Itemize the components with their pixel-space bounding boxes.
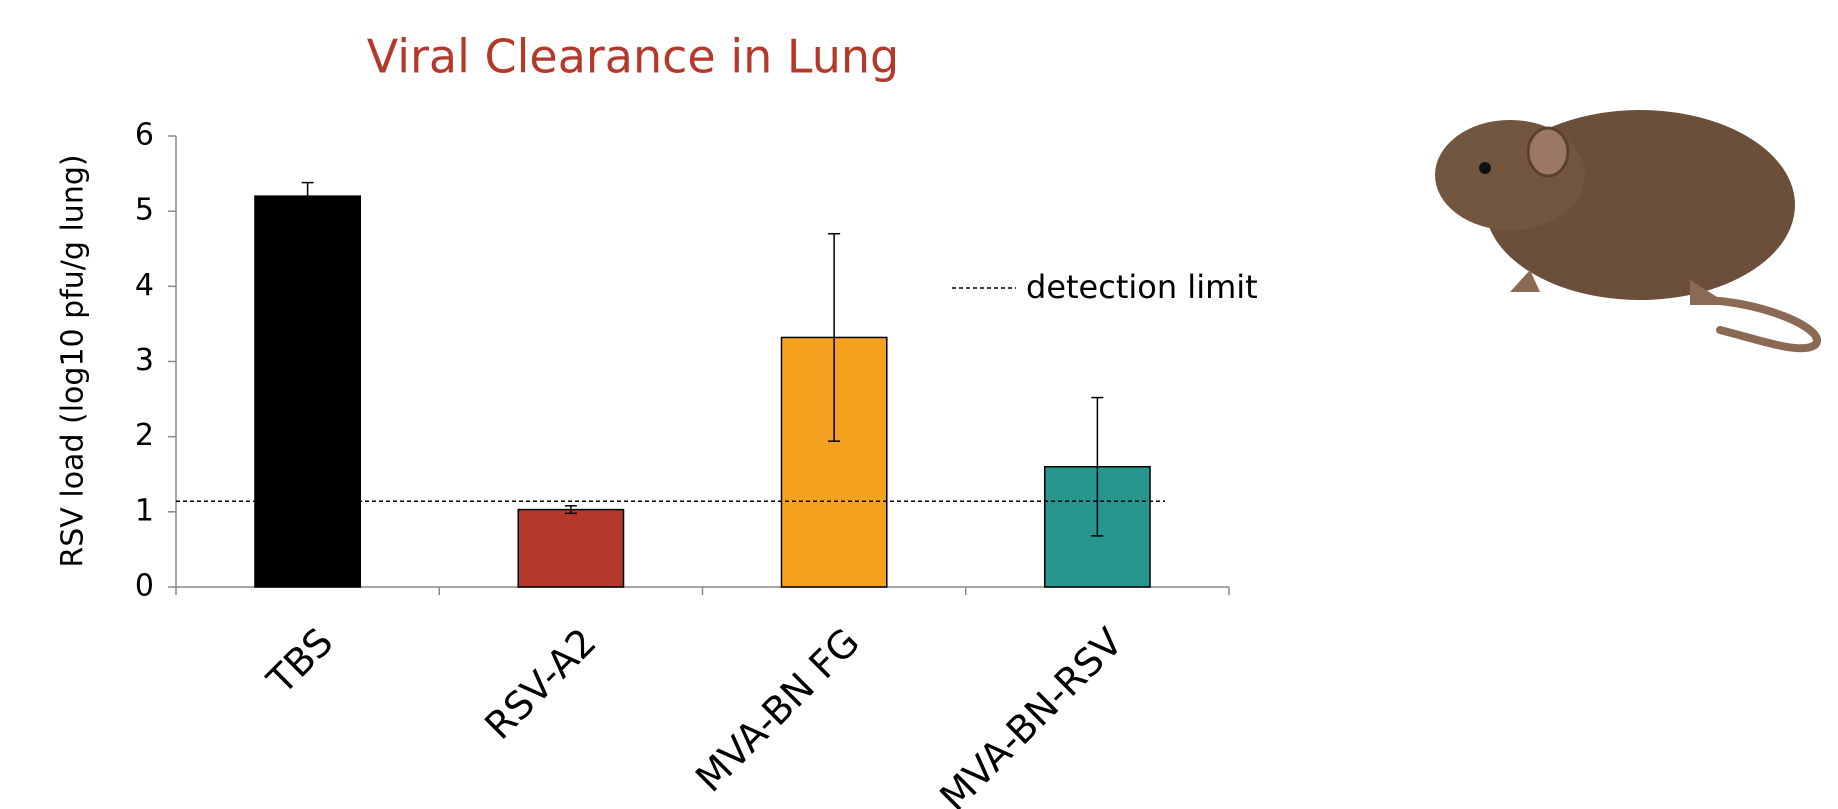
y-tick-label: 5 xyxy=(135,193,154,228)
x-tick-label: MVA-BN FG xyxy=(687,620,868,801)
chart: Viral Clearance in Lung RSV load (log10 … xyxy=(0,0,1838,809)
bar xyxy=(518,510,623,587)
bar xyxy=(255,196,360,587)
x-tick-label: RSV-A2 xyxy=(476,620,604,748)
x-tick-label: MVA-BN-RSV xyxy=(931,620,1131,809)
y-tick-label: 3 xyxy=(135,343,154,378)
legend-label: detection limit xyxy=(1026,268,1258,306)
x-tick-label: TBS xyxy=(258,620,341,703)
mouse-illustration xyxy=(1435,110,1817,348)
y-tick-label: 4 xyxy=(135,268,154,303)
y-tick-label: 2 xyxy=(135,418,154,453)
y-axis-label: RSV load (log10 pfu/g lung) xyxy=(56,154,91,567)
chart-title: Viral Clearance in Lung xyxy=(367,30,899,84)
y-tick-label: 6 xyxy=(135,118,154,153)
y-tick-label: 0 xyxy=(135,569,154,604)
y-tick-label: 1 xyxy=(135,493,154,528)
